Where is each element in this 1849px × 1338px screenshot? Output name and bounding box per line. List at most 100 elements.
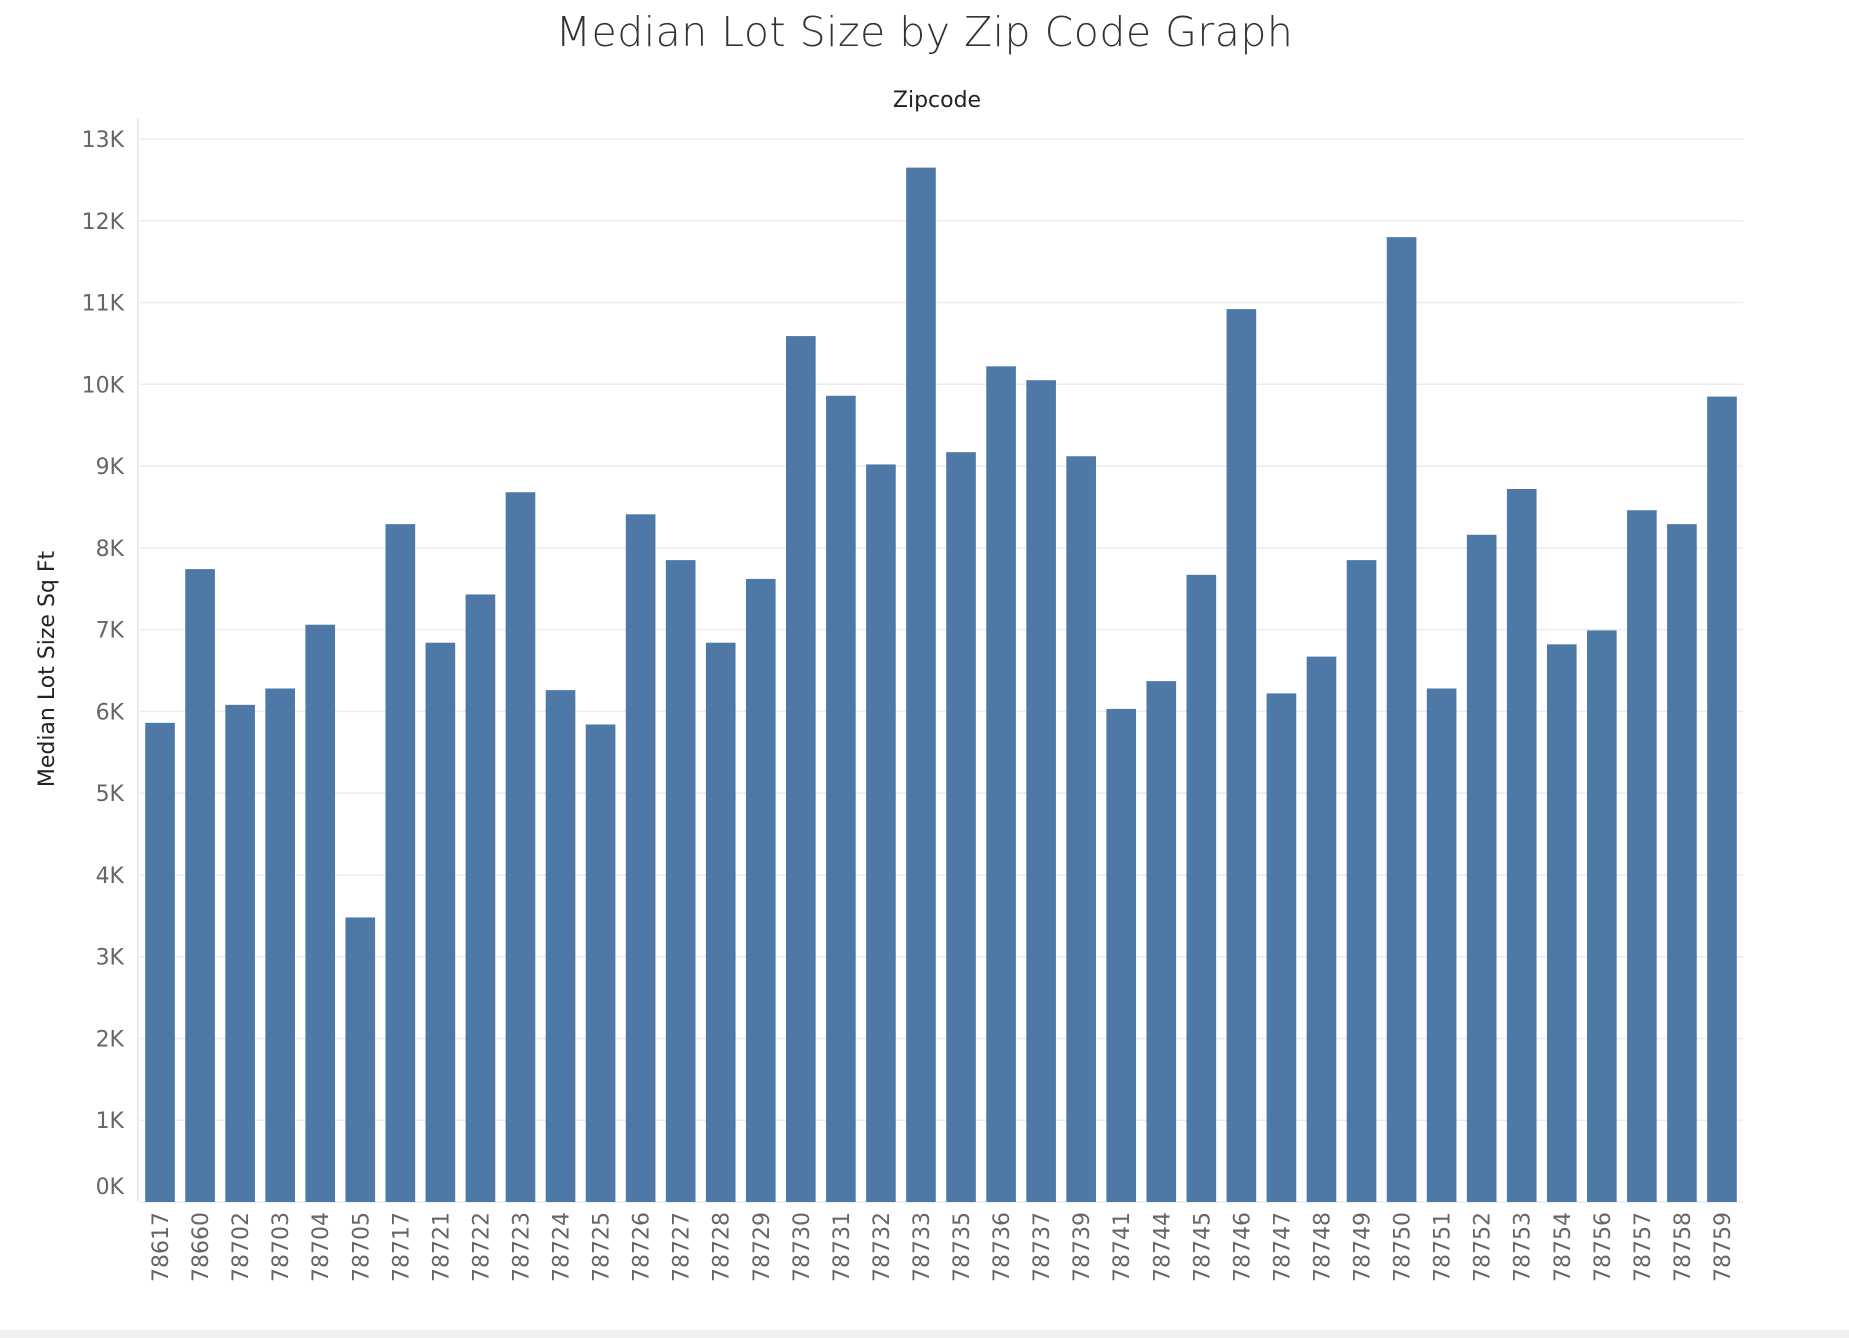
x-tick-label: 78730 <box>790 1212 815 1282</box>
x-tick-label: 78723 <box>509 1212 534 1282</box>
bar-78617[interactable] <box>145 722 175 1202</box>
bar-78728[interactable] <box>705 642 736 1202</box>
y-axis-title: Median Lot Size Sq Ft <box>35 550 60 787</box>
y-tick-label: 11K <box>82 292 125 317</box>
bar-78744[interactable] <box>1146 681 1177 1202</box>
y-tick-label: 6K <box>96 700 125 725</box>
y-tick-label: 7K <box>96 619 125 644</box>
x-tick-label: 78750 <box>1391 1212 1416 1282</box>
x-tick-label: 78721 <box>429 1212 454 1282</box>
x-tick-label: 78724 <box>550 1212 575 1282</box>
x-tick-label: 78737 <box>1030 1212 1055 1282</box>
bar-78717[interactable] <box>385 524 416 1202</box>
x-tick-label: 78725 <box>590 1212 615 1282</box>
bar-78751[interactable] <box>1426 688 1457 1202</box>
bar-78753[interactable] <box>1506 488 1537 1203</box>
x-tick-label: 78751 <box>1431 1212 1456 1282</box>
bars <box>145 167 1737 1203</box>
x-tick-label: 78727 <box>670 1212 695 1282</box>
bar-78705[interactable] <box>345 917 376 1202</box>
y-tick-label: 12K <box>82 210 125 235</box>
bar-78747[interactable] <box>1266 693 1297 1202</box>
y-tick-label: 1K <box>96 1109 125 1134</box>
bar-78737[interactable] <box>1026 380 1056 1202</box>
bar-78727[interactable] <box>665 560 696 1202</box>
x-tick-label: 78753 <box>1511 1212 1536 1282</box>
x-tick-label: 78726 <box>630 1212 655 1282</box>
bar-78723[interactable] <box>505 492 536 1203</box>
x-tick-label: 78744 <box>1150 1212 1175 1282</box>
y-tick-label: 3K <box>96 946 125 971</box>
x-tick-label: 78702 <box>229 1212 254 1282</box>
gridlines <box>140 138 1743 1203</box>
x-tick-label: 78758 <box>1671 1212 1696 1282</box>
x-tick-label: 78732 <box>870 1212 895 1282</box>
bar-78756[interactable] <box>1587 630 1617 1202</box>
x-tick-label: 78617 <box>149 1212 174 1282</box>
y-tick-label: 5K <box>96 782 125 807</box>
x-tick-label: 78739 <box>1070 1212 1095 1282</box>
y-tick-label: 8K <box>96 537 125 562</box>
x-tick-label: 78746 <box>1230 1212 1255 1282</box>
y-tick-label: 0K <box>96 1175 125 1200</box>
bar-78731[interactable] <box>826 395 856 1202</box>
x-tick-label: 78705 <box>349 1212 374 1282</box>
bar-78741[interactable] <box>1106 708 1137 1202</box>
bar-78750[interactable] <box>1386 237 1417 1203</box>
y-tick-label: 13K <box>82 128 125 153</box>
bar-78752[interactable] <box>1466 534 1497 1202</box>
x-tick-label: 78747 <box>1270 1212 1295 1282</box>
bar-78757[interactable] <box>1627 510 1657 1202</box>
x-tick-label: 78736 <box>990 1212 1015 1282</box>
y-tick-label: 9K <box>96 455 125 480</box>
bar-78702[interactable] <box>225 704 255 1202</box>
bar-78733[interactable] <box>906 167 936 1202</box>
bar-78726[interactable] <box>625 514 656 1202</box>
x-tick-label: 78757 <box>1631 1212 1656 1282</box>
y-tick-label: 2K <box>96 1027 125 1052</box>
bar-78724[interactable] <box>545 690 576 1202</box>
bar-78704[interactable] <box>305 624 336 1202</box>
x-tick-label: 78733 <box>910 1212 935 1282</box>
x-tick-label: 78752 <box>1471 1212 1496 1282</box>
bar-78722[interactable] <box>465 594 496 1202</box>
bar-78736[interactable] <box>986 366 1016 1202</box>
x-axis-title: Zipcode <box>893 88 981 113</box>
bar-78725[interactable] <box>585 724 616 1202</box>
x-tick-label: 78731 <box>830 1212 855 1282</box>
bar-78759[interactable] <box>1707 396 1737 1202</box>
chart-title: Median Lot Size by Zip Code Graph <box>555 8 1294 56</box>
bar-78746[interactable] <box>1226 309 1257 1203</box>
bar-78730[interactable] <box>786 336 816 1202</box>
x-tick-label: 78745 <box>1190 1212 1215 1282</box>
x-axis-ticks: 78617 78660 78702 78703 78704 78705 78717 78721… <box>149 1212 1736 1282</box>
x-tick-label: 78735 <box>950 1212 975 1282</box>
x-tick-label: 78704 <box>309 1212 334 1282</box>
x-tick-label: 78703 <box>269 1212 294 1282</box>
y-tick-label: 10K <box>82 373 125 398</box>
bar-78758[interactable] <box>1667 524 1697 1202</box>
x-tick-label: 78722 <box>469 1212 494 1282</box>
bar-78748[interactable] <box>1306 656 1337 1202</box>
x-tick-label: 78754 <box>1551 1212 1576 1282</box>
x-tick-label: 78756 <box>1591 1212 1616 1282</box>
bar-78739[interactable] <box>1066 456 1096 1202</box>
bar-78745[interactable] <box>1186 574 1217 1202</box>
bar-78721[interactable] <box>425 642 456 1202</box>
bar-78749[interactable] <box>1346 560 1377 1202</box>
bar-78732[interactable] <box>866 464 896 1202</box>
x-tick-label: 78749 <box>1351 1212 1376 1282</box>
bar-78729[interactable] <box>745 578 776 1202</box>
x-tick-label: 78728 <box>710 1212 735 1282</box>
x-tick-label: 78748 <box>1310 1212 1335 1282</box>
bar-78660[interactable] <box>185 569 215 1202</box>
bar-78703[interactable] <box>265 688 295 1202</box>
bar-78735[interactable] <box>946 452 976 1202</box>
x-tick-label: 78741 <box>1110 1212 1135 1282</box>
x-tick-label: 78717 <box>389 1212 414 1282</box>
bottom-strip <box>0 1330 1849 1338</box>
x-tick-label: 78759 <box>1711 1212 1736 1282</box>
x-tick-label: 78729 <box>750 1212 775 1282</box>
bar-78754[interactable] <box>1546 644 1577 1202</box>
